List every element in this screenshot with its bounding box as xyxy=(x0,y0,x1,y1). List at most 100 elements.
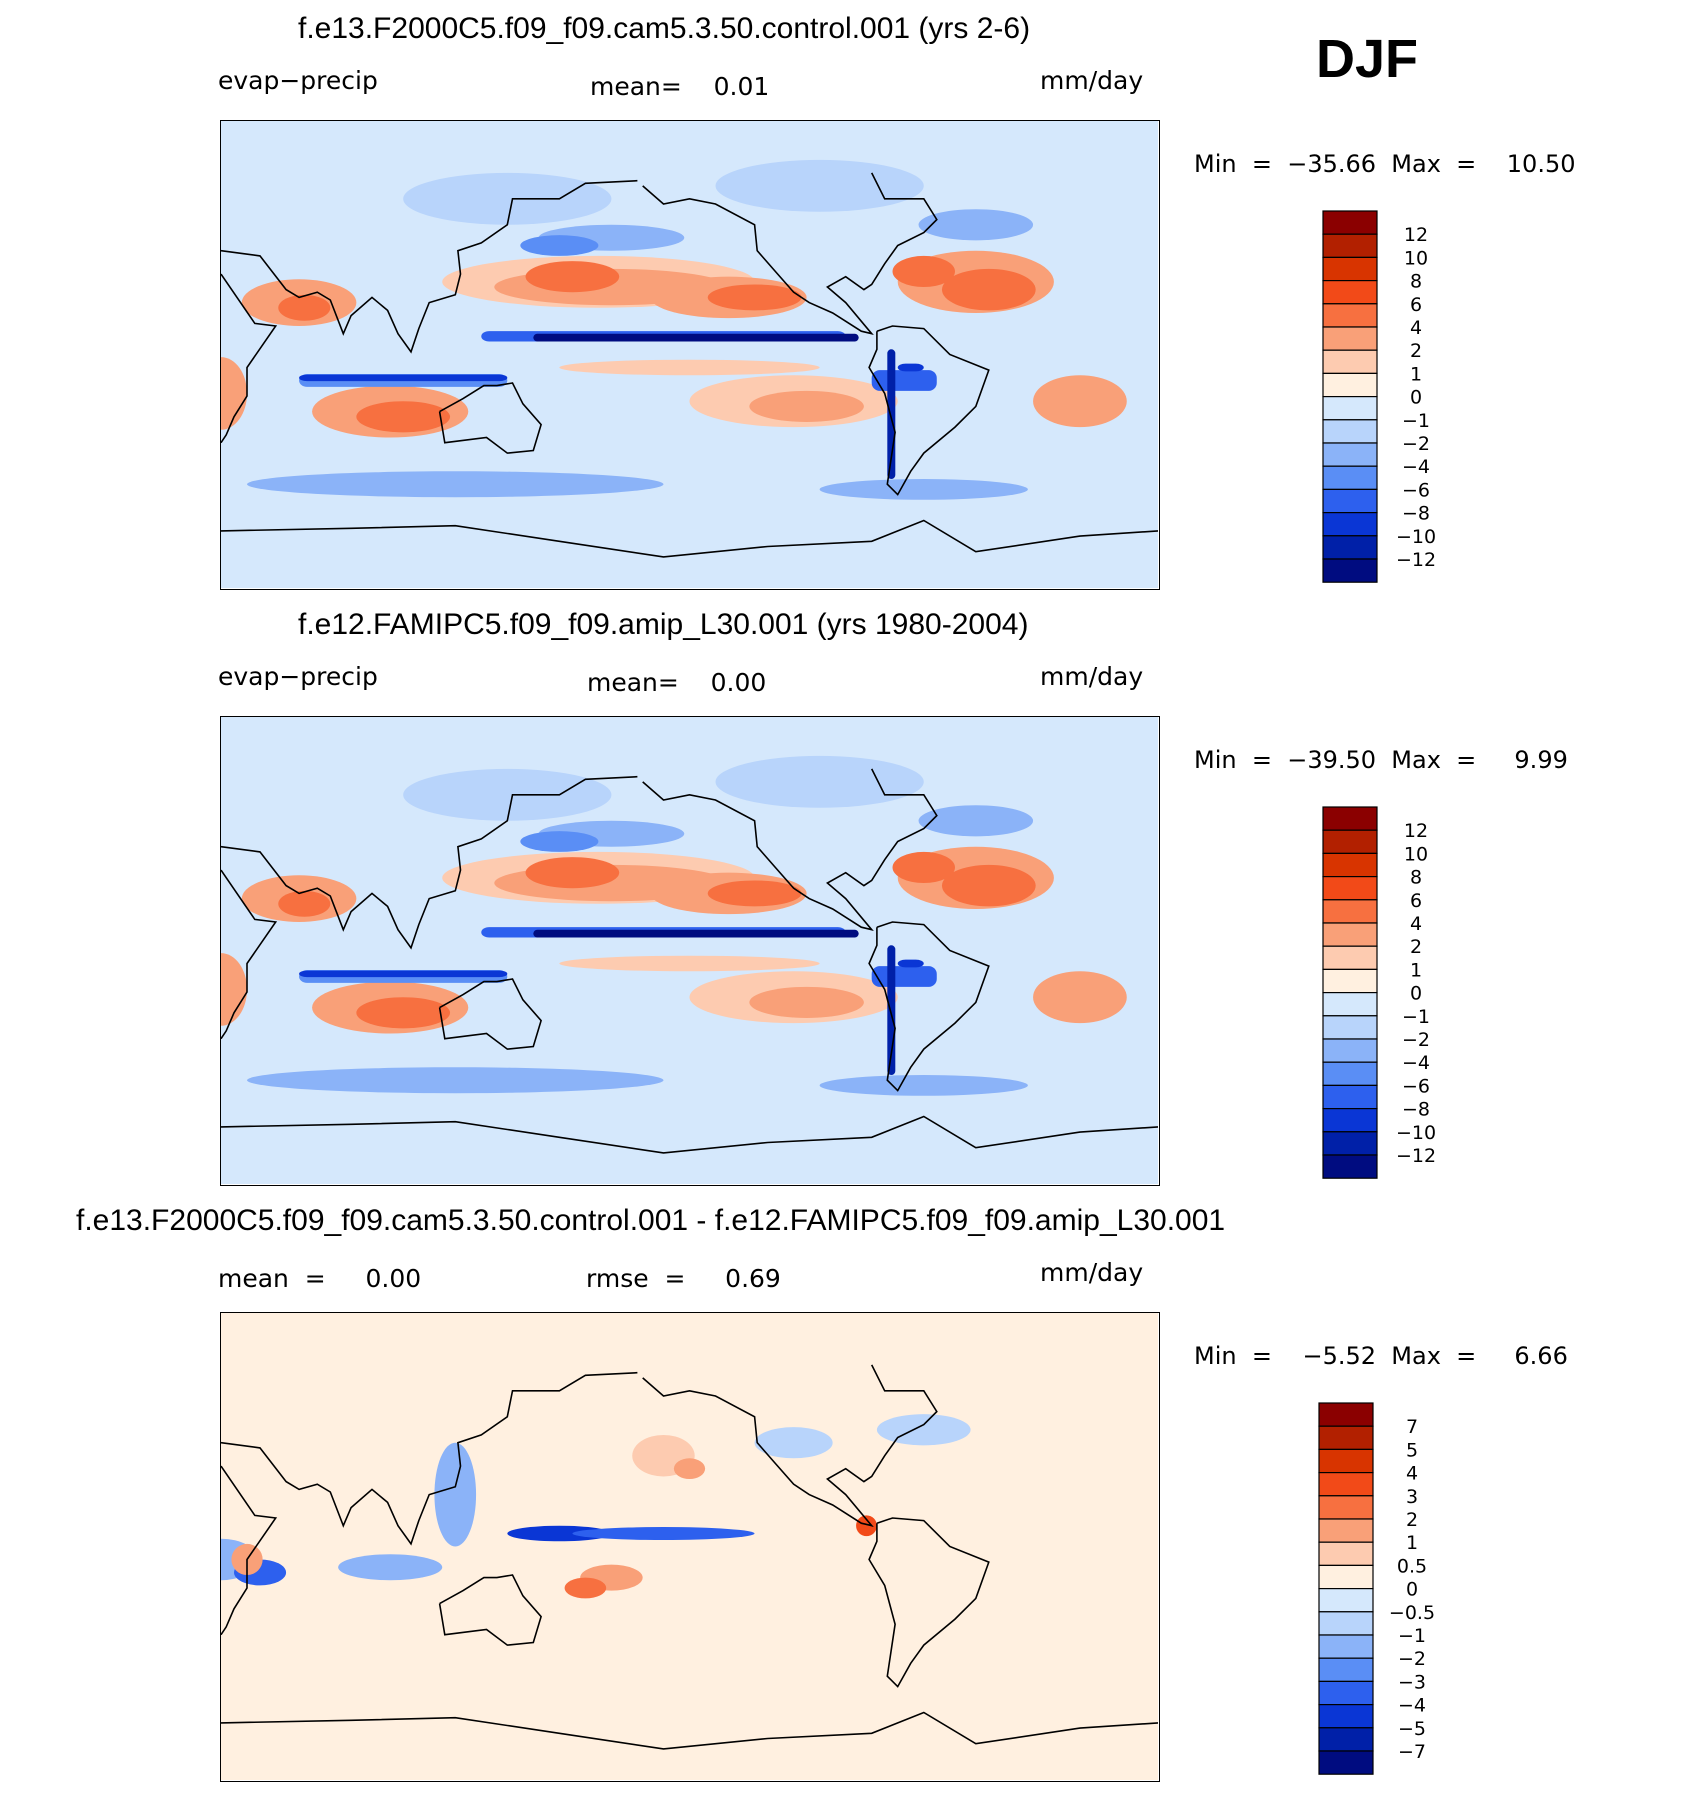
colorbar-tick-label: −4 xyxy=(1398,1695,1426,1717)
colorbar-swatch xyxy=(1322,806,1378,831)
colorbar-swatch xyxy=(1322,279,1378,305)
coastline xyxy=(642,172,938,336)
panel-3-map xyxy=(184,1312,1160,1782)
colorbar-swatch xyxy=(1322,233,1378,259)
field-contour xyxy=(819,479,1028,500)
colorbar-tick-label: −1 xyxy=(1402,1006,1430,1028)
field-contour xyxy=(299,374,508,382)
colorbar-swatch xyxy=(1322,442,1378,467)
colorbar-tick-label: −2 xyxy=(1402,1029,1430,1051)
coastline xyxy=(868,921,990,1092)
field-contour xyxy=(673,1458,706,1480)
colorbar-tick-label: −2 xyxy=(1402,433,1430,455)
field-contour xyxy=(520,235,599,256)
colorbar-tick-label: −7 xyxy=(1398,1741,1426,1763)
colorbar-swatch xyxy=(1322,256,1378,282)
coastline xyxy=(220,1371,638,1546)
field-contour xyxy=(918,209,1034,241)
panel-3-title: f.e13.F2000C5.f09_f09.cam5.3.50.control.… xyxy=(76,1204,1226,1237)
panel-1-title: f.e13.F2000C5.f09_f09.cam5.3.50.control.… xyxy=(298,12,1031,45)
colorbar-tick-label: −6 xyxy=(1402,479,1430,501)
field-contour xyxy=(338,1554,443,1581)
field-contour xyxy=(749,986,864,1018)
coastline xyxy=(868,325,990,496)
colorbar-tick-label: −4 xyxy=(1402,456,1430,478)
field-contour xyxy=(749,390,864,422)
colorbar-swatch xyxy=(1318,1611,1374,1636)
colorbar-swatch xyxy=(1322,558,1378,583)
coastline xyxy=(220,1465,278,1636)
colorbar-swatch xyxy=(1322,829,1378,855)
colorbar-tick-label: −0.5 xyxy=(1389,1602,1435,1624)
colorbar-swatch xyxy=(1322,852,1378,878)
colorbar-swatch xyxy=(1318,1541,1374,1566)
field-contour xyxy=(533,333,859,342)
field-contour xyxy=(715,755,924,808)
panel-3-units-label: mm/day xyxy=(1040,1258,1144,1287)
panel-2-mean-label: mean= 0.00 xyxy=(587,668,767,697)
coastline xyxy=(438,382,542,454)
coastline xyxy=(220,775,638,950)
field-contour xyxy=(520,831,599,852)
colorbar-tick-label: 4 xyxy=(1406,1463,1418,1485)
colorbar-swatch xyxy=(1322,1015,1378,1040)
field-contour xyxy=(247,1067,664,1094)
colorbar-tick-label: 8 xyxy=(1410,271,1422,293)
colorbar-tick-label: −5 xyxy=(1398,1718,1426,1740)
colorbar-swatch xyxy=(1322,992,1378,1017)
colorbar-tick-label: 6 xyxy=(1410,890,1422,912)
colorbar-swatch xyxy=(1318,1680,1374,1706)
colorbar-tick-label: −4 xyxy=(1402,1052,1430,1074)
coastline xyxy=(220,869,278,1040)
colorbar-swatch xyxy=(1318,1425,1374,1451)
colorbar-swatch xyxy=(1322,899,1378,924)
panel-1-variable-label: evap−precip xyxy=(218,66,378,95)
colorbar-swatch xyxy=(1322,512,1378,537)
colorbar-swatch xyxy=(1318,1634,1374,1659)
field-contour xyxy=(278,890,331,917)
colorbar-swatch xyxy=(1322,210,1378,235)
colorbar-swatch xyxy=(1318,1518,1374,1543)
colorbar-swatch xyxy=(1322,875,1378,901)
panel-3-minmax: Min = −5.52 Max = 6.66 xyxy=(1194,1342,1568,1370)
colorbar-swatch xyxy=(1322,1154,1378,1179)
panel-1-minmax: Min = −35.66 Max = 10.50 xyxy=(1194,150,1576,178)
field-contour xyxy=(876,1414,971,1446)
field-contour xyxy=(299,970,508,978)
colorbar-tick-label: −6 xyxy=(1402,1075,1430,1097)
field-contour xyxy=(525,261,620,293)
colorbar-swatch xyxy=(1322,1061,1378,1087)
map-background xyxy=(221,717,1158,1184)
panel-3-colorbar: 7 5 4 3 2 1 0.5 0 −0.5 −1 −2 −3 −4 −5 −7 xyxy=(1318,1402,1468,1782)
colorbar-tick-label: 6 xyxy=(1410,294,1422,316)
colorbar-swatch xyxy=(1318,1448,1374,1474)
panel-2-variable-label: evap−precip xyxy=(218,662,378,691)
colorbar-tick-label: −12 xyxy=(1396,1145,1436,1167)
field-contour xyxy=(715,159,924,212)
map-background xyxy=(221,1313,1158,1780)
field-contour xyxy=(403,172,612,225)
coastline xyxy=(220,1711,1159,1750)
colorbar-swatch xyxy=(1318,1588,1374,1613)
colorbar-swatch xyxy=(1322,326,1378,351)
colorbar-tick-label: 0 xyxy=(1406,1579,1418,1601)
colorbar-tick-label: 1 xyxy=(1406,1532,1418,1554)
field-contour xyxy=(559,955,820,972)
panel-3-mean-label: mean = 0.00 xyxy=(218,1264,422,1293)
colorbar-tick-label: 2 xyxy=(1410,936,1422,958)
coastline xyxy=(642,1364,938,1528)
field-contour xyxy=(941,268,1036,311)
colorbar-swatch xyxy=(1322,465,1378,491)
colorbar-tick-label: 8 xyxy=(1410,867,1422,889)
field-contour xyxy=(941,864,1036,907)
field-contour xyxy=(897,959,924,968)
colorbar-tick-label: −10 xyxy=(1396,526,1436,548)
colorbar-tick-label: −10 xyxy=(1396,1122,1436,1144)
season-label: DJF xyxy=(1316,29,1419,89)
colorbar-tick-label: −2 xyxy=(1398,1648,1426,1670)
field-contour xyxy=(533,929,859,938)
colorbar-tick-label: 2 xyxy=(1406,1509,1418,1531)
panel-1-colorbar: 12 10 8 6 4 2 1 0 −1 −2 −4 −6 −8 −10 −12 xyxy=(1322,210,1472,590)
colorbar-swatch xyxy=(1318,1495,1374,1520)
